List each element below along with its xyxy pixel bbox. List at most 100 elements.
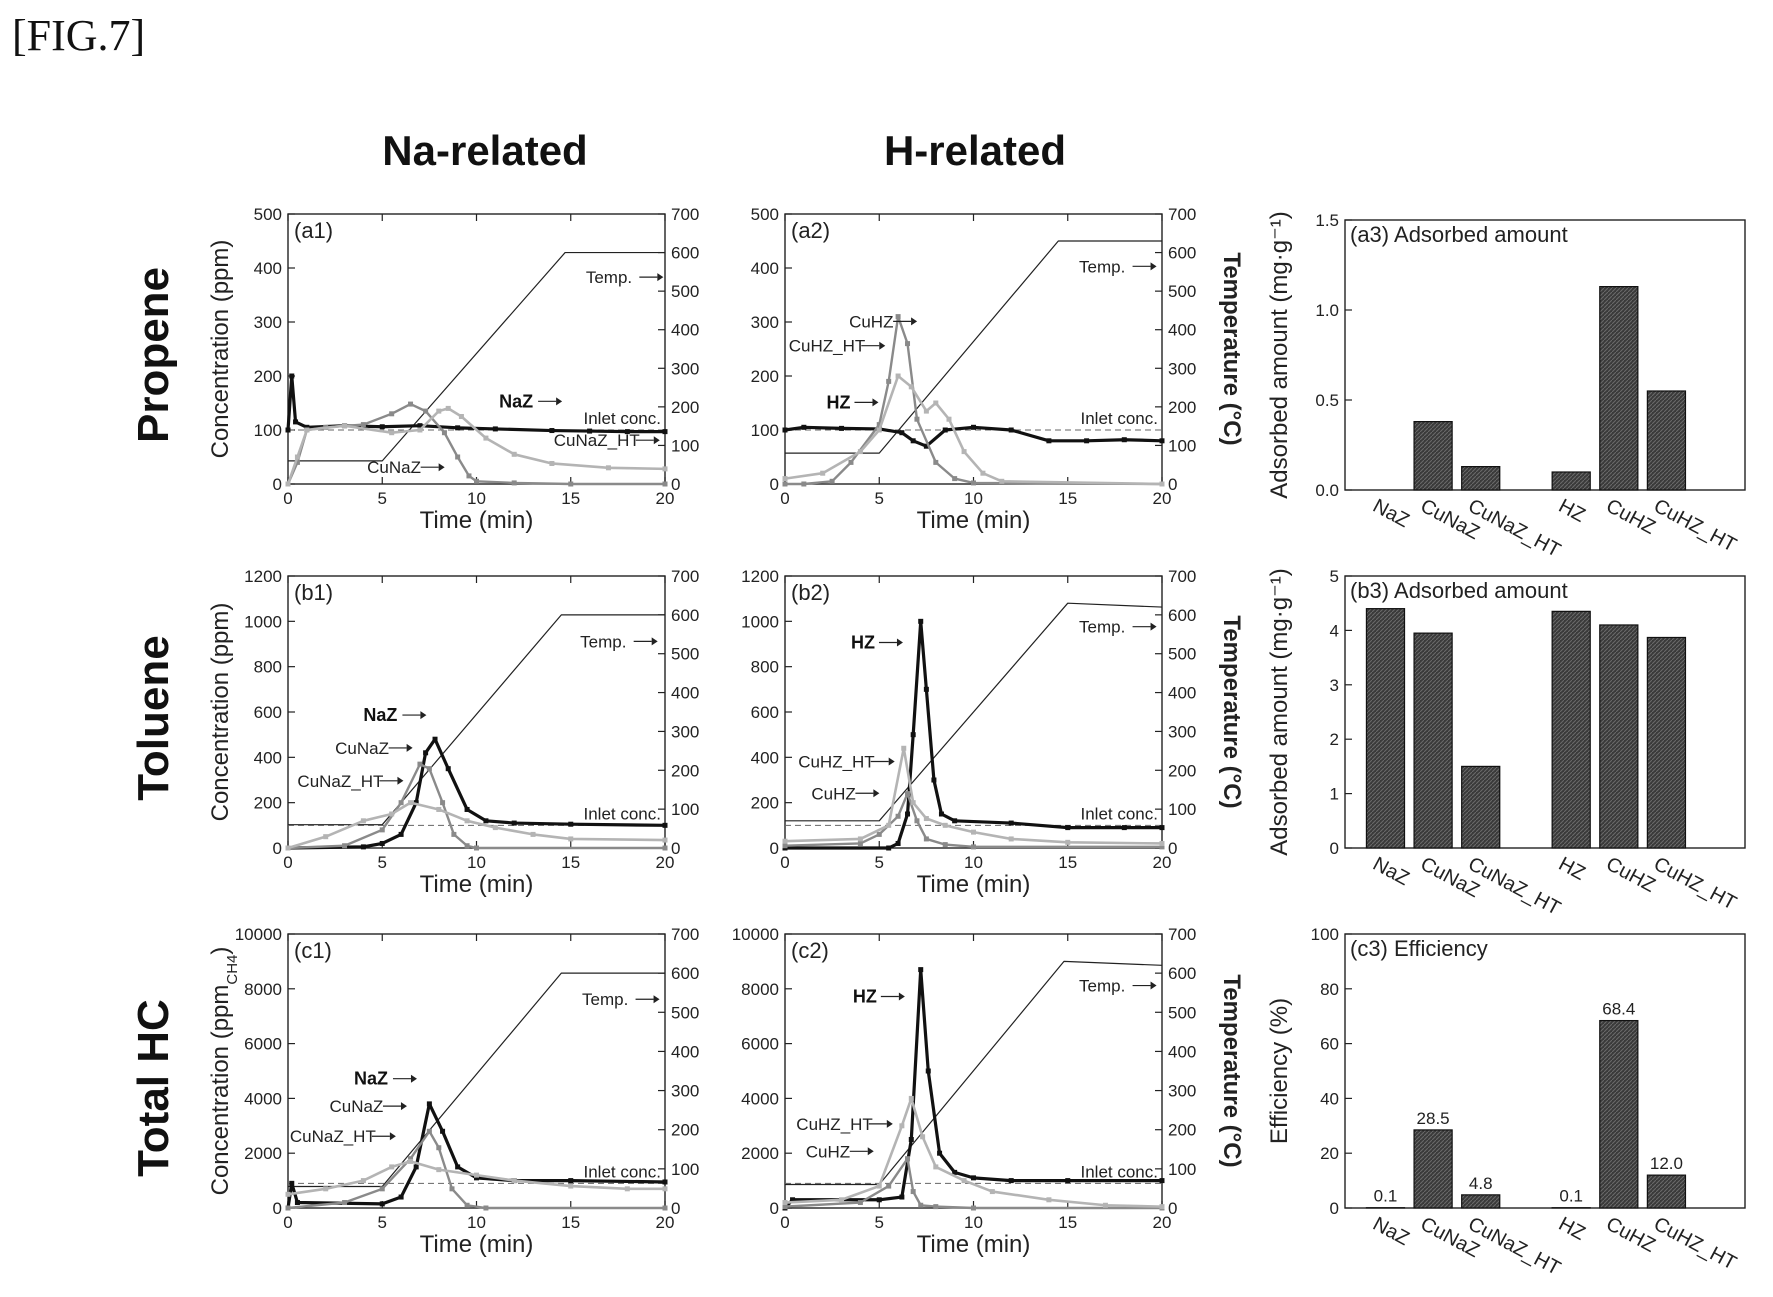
- y-tick-label: 200: [751, 794, 779, 813]
- y2-tick-label: 200: [671, 1121, 699, 1140]
- annotation-arrowhead: [397, 776, 404, 785]
- y2-tick-label: 300: [671, 359, 699, 378]
- data-point: [436, 1167, 442, 1173]
- data-point: [1159, 1204, 1165, 1210]
- x-tick-label: 20: [656, 1213, 675, 1232]
- x-category-label: CuHZ_HT: [1650, 1213, 1740, 1275]
- data-point: [360, 818, 366, 824]
- annotation-label: HZ: [853, 987, 877, 1007]
- x-category-label: HZ: [1555, 495, 1589, 527]
- y-tick-label: 2000: [741, 1144, 779, 1163]
- data-point: [933, 1164, 939, 1170]
- y-tick-label: 400: [751, 259, 779, 278]
- data-point: [971, 1205, 976, 1211]
- bar-cunaz: [1413, 421, 1453, 491]
- y-tick-label: 400: [751, 748, 779, 767]
- y-axis-label-text: Concentration (ppm: [207, 985, 234, 1196]
- y-tick-label: 300: [254, 313, 282, 332]
- y-tick-label: 100: [1311, 925, 1339, 944]
- data-point: [905, 341, 911, 347]
- data-point: [905, 811, 911, 817]
- data-point: [474, 845, 479, 851]
- annotation-arrowhead: [1150, 622, 1157, 631]
- data-point: [389, 1164, 395, 1170]
- annotation-arrowhead: [867, 1147, 874, 1156]
- data-point: [899, 430, 905, 436]
- y-tick-label: 6000: [741, 1035, 779, 1054]
- data-point: [910, 438, 916, 444]
- y-tick-label: 4000: [244, 1089, 282, 1108]
- y2-tick-label: 400: [1168, 1042, 1196, 1061]
- data-point: [436, 806, 442, 812]
- data-point: [782, 427, 788, 433]
- data-point: [1008, 1178, 1014, 1184]
- y-tick-label: 1.5: [1315, 211, 1339, 230]
- data-point: [820, 470, 826, 476]
- y2-tick-label: 500: [1168, 282, 1196, 301]
- data-point: [910, 1189, 916, 1195]
- panel-label: (a1): [294, 218, 333, 243]
- annotation-label: CuNaZ_HT: [554, 431, 640, 450]
- data-point: [474, 478, 479, 484]
- data-point: [605, 465, 611, 471]
- y-tick-label: 1200: [244, 567, 282, 586]
- bar-cunaz: [1413, 1129, 1453, 1209]
- annotation-arrowhead: [896, 638, 903, 647]
- y-axis-label: Adsorbed amount (mg·g⁻¹): [1266, 568, 1293, 855]
- y-tick-label: 40: [1320, 1089, 1339, 1108]
- data-point: [511, 820, 517, 826]
- y2-tick-label: 600: [671, 244, 699, 263]
- x-axis-label: Time (min): [420, 507, 534, 534]
- y-tick-label: 1000: [741, 612, 779, 631]
- data-point: [908, 1137, 914, 1142]
- data-point: [483, 818, 489, 824]
- data-point: [413, 1164, 419, 1170]
- y-tick-label: 0: [273, 475, 282, 494]
- y2-tick-label: 0: [671, 1199, 680, 1218]
- data-point: [662, 837, 668, 843]
- data-point: [1121, 825, 1127, 831]
- data-point: [379, 827, 385, 833]
- x-category-label: CuHZ: [1602, 495, 1658, 539]
- data-point: [908, 1095, 914, 1101]
- bar-cuhz-ht: [1646, 1174, 1687, 1209]
- data-point: [360, 422, 366, 428]
- annotation-arrowhead: [888, 757, 895, 766]
- y2-tick-label: 400: [671, 321, 699, 340]
- data-point: [662, 822, 668, 828]
- y2-tick-label: 400: [671, 1042, 699, 1061]
- y2-tick-label: 500: [671, 645, 699, 664]
- x-tick-label: 0: [780, 853, 789, 872]
- data-point: [323, 834, 329, 840]
- data-point: [398, 800, 404, 806]
- series-line-temp-: [288, 614, 665, 826]
- data-point: [942, 842, 948, 848]
- charts-layer: 0 5 10 15 2001002003004005000100200300400500…: [207, 205, 1746, 1280]
- data-point: [876, 1183, 882, 1189]
- data-point: [961, 1178, 967, 1184]
- data-point: [857, 840, 863, 846]
- data-point: [464, 1202, 470, 1208]
- data-point: [905, 791, 911, 797]
- chart-c2: 0 5 10 15 2002000400060008000100000100200300…: [732, 925, 1245, 1258]
- data-point: [662, 845, 668, 851]
- x-tick-label: 10: [964, 489, 983, 508]
- y-tick-label: 0: [770, 1199, 779, 1218]
- y-tick-label: 200: [254, 367, 282, 386]
- data-point: [829, 478, 835, 484]
- y2-tick-label: 200: [1168, 1121, 1196, 1140]
- x-tick-label: 20: [656, 853, 675, 872]
- panel-label: (c3) Efficiency: [1350, 936, 1488, 961]
- annotation-arrowhead: [653, 995, 660, 1004]
- annotation-label: Temp.: [1079, 977, 1125, 996]
- data-point: [417, 423, 423, 429]
- x-category-label: CuHZ: [1602, 1213, 1658, 1257]
- y2-tick-label: 700: [671, 205, 699, 224]
- y2-tick-label: 600: [1168, 964, 1196, 983]
- data-point: [568, 481, 574, 487]
- y2-tick-label: 600: [1168, 606, 1196, 625]
- x-tick-label: 15: [1058, 853, 1077, 872]
- y-tick-label: 60: [1320, 1035, 1339, 1054]
- y-tick-label: 400: [254, 748, 282, 767]
- bar-value-label: 4.8: [1469, 1174, 1493, 1193]
